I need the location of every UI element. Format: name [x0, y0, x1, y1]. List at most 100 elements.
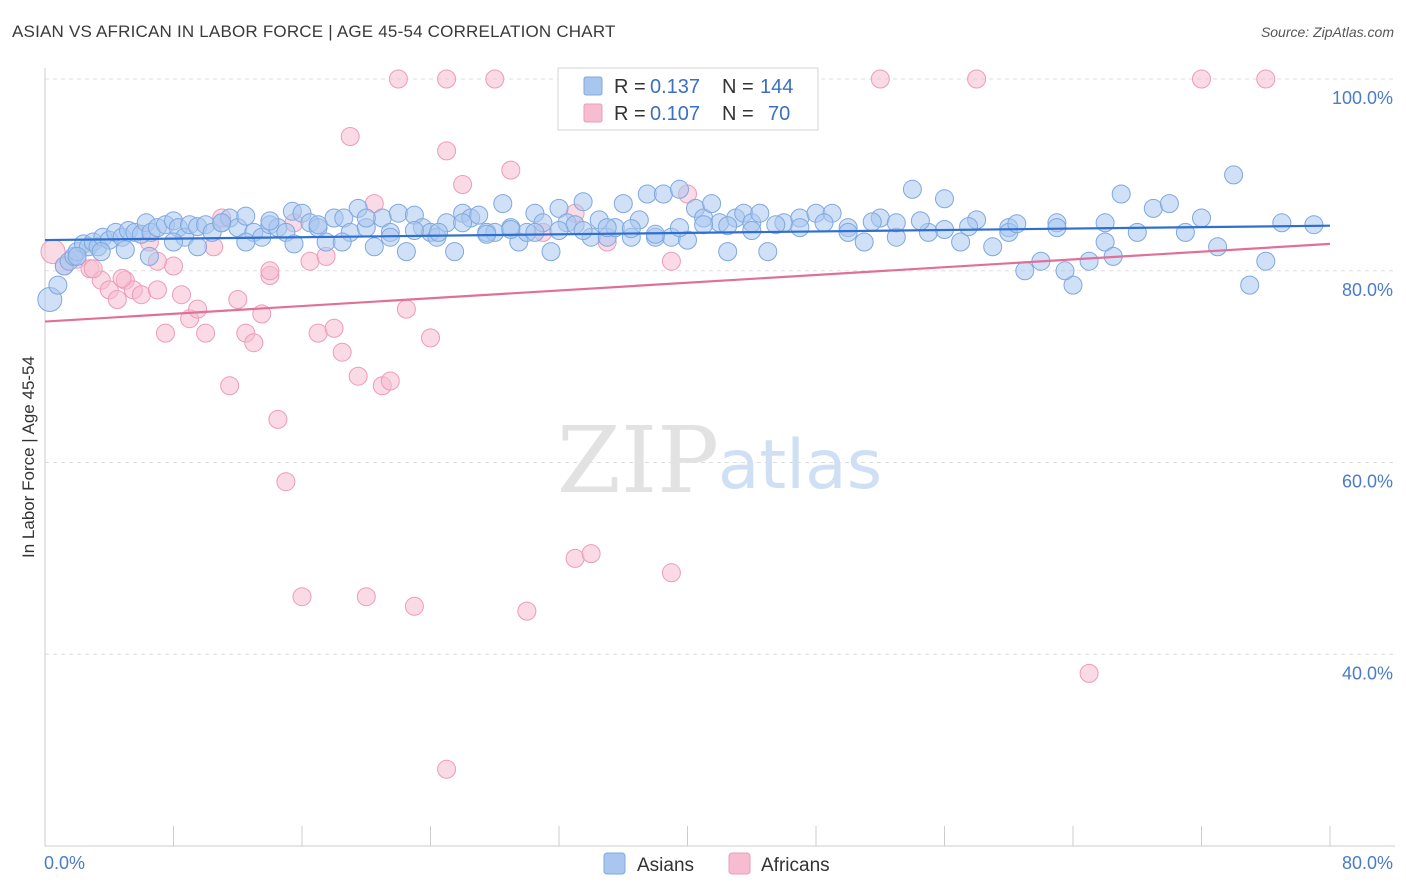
africans-point [268, 409, 288, 429]
africans-point [1192, 69, 1211, 89]
asians-point [364, 237, 384, 257]
asians-point [573, 192, 593, 212]
legend-asians-swatch [583, 76, 603, 96]
asians-point [260, 211, 280, 231]
africans-point [83, 259, 103, 279]
africans-point [967, 69, 987, 89]
watermark-atlas: atlas [718, 426, 882, 505]
asians-point [1224, 165, 1244, 185]
asians-point [1015, 261, 1035, 281]
asians-point [316, 232, 336, 252]
axes [44, 68, 1395, 847]
asians-point [469, 205, 489, 225]
asians-point [742, 221, 762, 240]
chart-title: ASIAN VS AFRICAN IN LABOR FORCE | AGE 45… [12, 22, 616, 41]
grid-lines [45, 78, 1395, 655]
asians-point [790, 218, 810, 238]
bottom-legend: Asians Africans [603, 852, 830, 876]
asians-point [48, 275, 68, 295]
legend-r-value-1: 0.137 [650, 76, 700, 98]
x-tick-labels: 0.0% 80.0% [44, 853, 1393, 873]
asians-point [670, 179, 689, 199]
africans-point [131, 285, 151, 305]
africans-point [228, 290, 248, 309]
africans-point [501, 160, 521, 180]
asians-point [653, 184, 673, 204]
africans-point [112, 268, 132, 288]
asians-point [236, 206, 256, 226]
africans-point [388, 69, 408, 89]
asians-point [549, 221, 569, 240]
asians-point [1175, 222, 1195, 242]
asians-point [1240, 275, 1260, 295]
asians-point [902, 179, 922, 199]
africans-point [485, 69, 505, 89]
africans-point [107, 290, 127, 309]
asians-point [750, 203, 770, 223]
africans-point [453, 175, 473, 194]
asians-point [702, 194, 722, 214]
asians-point [1079, 251, 1099, 271]
africans-point [565, 548, 585, 568]
trend-lines [44, 224, 1331, 323]
africans-point [220, 376, 240, 396]
africans-point [396, 299, 416, 319]
asians-point [1063, 275, 1083, 295]
asians-point [1143, 198, 1163, 218]
asians-point [1095, 232, 1115, 252]
watermark: ZIP atlas [557, 407, 882, 514]
legend-r-label-2: R = [614, 103, 646, 125]
africans-point [517, 601, 537, 621]
legend-africans-swatch [583, 103, 603, 123]
africans-point [164, 256, 183, 276]
legend-n-value-2: 70 [768, 103, 790, 125]
africans-point [437, 141, 457, 161]
africans-point [156, 323, 175, 343]
africans-point [147, 280, 167, 300]
africans-point [340, 127, 360, 146]
asians-point [525, 222, 545, 242]
africans-trend-line [44, 242, 1331, 323]
africans-point [870, 69, 890, 89]
africans-point [308, 323, 328, 343]
legend-r-label-1: R = [614, 76, 646, 98]
bottom-legend-asians: Asians [637, 855, 694, 876]
africans-point [404, 596, 424, 616]
asians-point [597, 218, 617, 238]
asians-point [541, 242, 561, 262]
asians-point [1256, 251, 1276, 271]
asians-point [573, 221, 593, 240]
asians-point [356, 208, 376, 228]
y-tick-label-3: 40.0% [1342, 663, 1393, 683]
africans-point [260, 261, 280, 281]
legend-n-value-1: 144 [760, 76, 793, 98]
bottom-legend-asians-swatch [603, 852, 626, 875]
africans-point [244, 333, 264, 353]
asians-point [308, 215, 328, 235]
asians-point [1159, 194, 1179, 214]
asians-point [983, 237, 1003, 257]
legend-r-value-2: 0.107 [650, 103, 700, 125]
asians-point [886, 213, 906, 233]
africans-point [332, 342, 352, 362]
africans-point [356, 587, 376, 607]
asians-point [388, 203, 408, 223]
asians-point [814, 213, 834, 233]
asians-point [236, 232, 256, 252]
legend-n-label-2: N = [722, 103, 754, 125]
africans-point [300, 251, 320, 271]
asians-point [493, 194, 513, 214]
africans-point [661, 563, 681, 583]
africans-point [196, 323, 216, 343]
x-tick-label-1: 80.0% [1342, 853, 1393, 873]
africans-point [661, 251, 681, 271]
africans-point [324, 318, 344, 338]
bottom-legend-africans-swatch [728, 852, 751, 875]
asians-point [188, 237, 208, 257]
asians-point [549, 198, 569, 218]
asians-point [453, 213, 473, 233]
asians-point [935, 189, 954, 209]
asians-point [694, 215, 714, 235]
y-axis-title: In Labor Force | Age 45-54 [19, 356, 38, 558]
